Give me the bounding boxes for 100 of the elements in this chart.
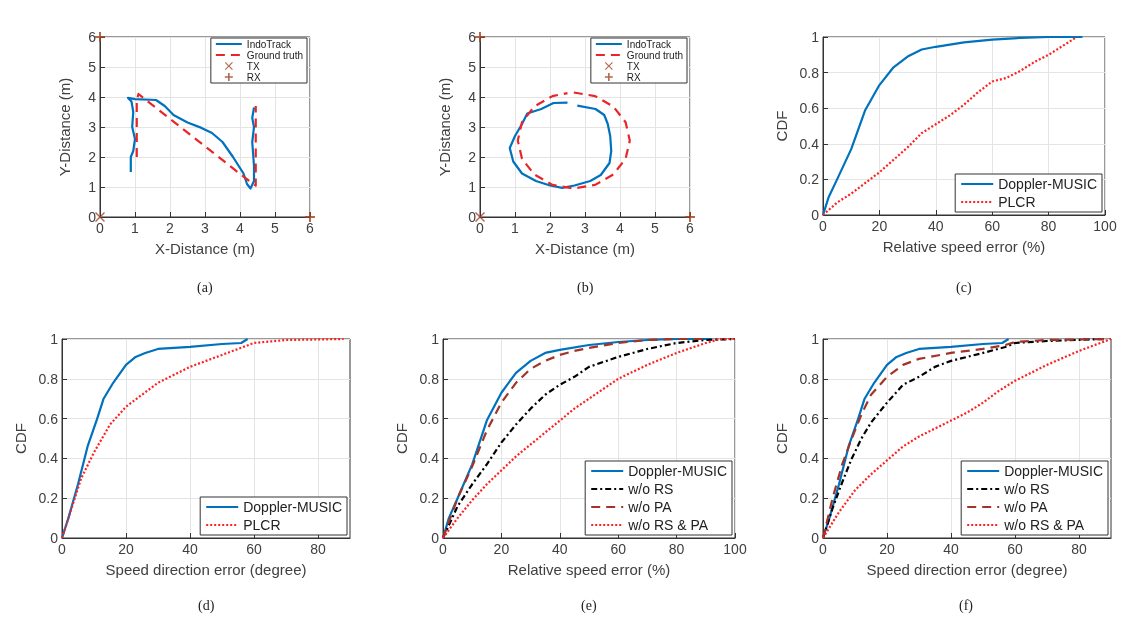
x-axis-title: X-Distance (m) — [154, 240, 256, 257]
x-tick-label: 4 — [236, 220, 245, 236]
x-tick-label: 5 — [271, 220, 280, 236]
text: (a) — [197, 279, 213, 296]
y-tick-label: 0.8 — [419, 370, 440, 387]
y-tick-label: 0 — [431, 530, 440, 546]
y-tick-label: 0.2 — [799, 490, 820, 507]
y-tick-label: 2 — [468, 149, 477, 165]
text: (f) — [959, 597, 974, 614]
x-tick-label: 60 — [246, 541, 262, 557]
x-axis-title: X-Distance (m) — [534, 240, 636, 257]
y-tick-label: 0.4 — [38, 450, 59, 467]
y-tick-label: 0.2 — [419, 490, 440, 507]
legend-label: IndoTrack — [626, 38, 672, 50]
legend-label: w/o RS & PA — [627, 517, 709, 533]
y-tick-label: 1 — [88, 179, 97, 195]
y-axis-title: CDF — [11, 423, 29, 454]
legend-label: IndoTrack — [246, 38, 292, 50]
x-tick-label: 1 — [511, 220, 520, 236]
x-tick-label: 2 — [166, 220, 175, 236]
y-axis-title: CDF — [772, 423, 790, 454]
legend-label: PLCR — [998, 194, 1036, 210]
x-tick-label: 80 — [1040, 218, 1057, 234]
x-tick-label: 100 — [1093, 218, 1117, 234]
legend-label: w/o RS — [1003, 481, 1050, 497]
legend-label: Doppler-MUSIC — [243, 499, 343, 515]
x-axis-title: Speed direction error (degree) — [866, 561, 1068, 578]
y-axis-title: CDF — [392, 423, 410, 454]
x-tick-label: 4 — [616, 220, 625, 236]
y-tick-label: 1 — [811, 331, 820, 347]
y-tick-label: 0.6 — [38, 410, 59, 427]
y-tick-label: 0.2 — [38, 490, 59, 507]
x-tick-label: 5 — [651, 220, 660, 236]
y-tick-label: 1 — [431, 331, 440, 347]
legend-label: Doppler-MUSIC — [628, 463, 728, 479]
legend-label: w/o PA — [1003, 499, 1049, 515]
x-tick-label: 20 — [118, 541, 134, 557]
y-tick-label: 4 — [468, 89, 477, 105]
y-tick-label: 0.8 — [799, 370, 820, 387]
y-tick-label: 5 — [88, 59, 97, 75]
x-tick-label: 2 — [546, 220, 555, 236]
legend-label: PLCR — [243, 517, 281, 533]
legend-label: Doppler-MUSIC — [1004, 463, 1104, 479]
x-tick-label: 60 — [610, 541, 627, 557]
x-tick-label: 3 — [581, 220, 590, 236]
y-tick-label: 3 — [468, 119, 477, 135]
x-tick-label: 80 — [668, 541, 685, 557]
x-tick-label: 80 — [1071, 541, 1087, 557]
y-tick-label: 0.8 — [799, 64, 820, 81]
x-tick-label: 6 — [306, 220, 315, 236]
text: (c) — [956, 279, 972, 296]
text: (b) — [577, 279, 594, 296]
y-tick-label: 0.6 — [799, 410, 820, 427]
legend-label: RX — [626, 71, 642, 83]
text: (e) — [581, 597, 597, 614]
x-tick-label: 80 — [310, 541, 326, 557]
legend-label: w/o PA — [627, 499, 673, 515]
y-tick-label: 5 — [468, 59, 477, 75]
x-tick-label: 20 — [879, 541, 895, 557]
legend-label: TX — [626, 60, 640, 72]
y-tick-label: 0.6 — [419, 410, 440, 427]
y-axis-title: CDF — [772, 110, 790, 142]
x-axis-title: Speed direction error (degree) — [105, 561, 307, 578]
legend-label: Ground truth — [626, 49, 684, 61]
y-tick-label: 0.4 — [799, 135, 820, 152]
x-axis-title: Relative speed error (%) — [507, 561, 671, 578]
y-tick-label: 0.6 — [799, 100, 820, 117]
y-tick-label: 0 — [50, 530, 59, 546]
y-tick-label: 0.4 — [419, 450, 440, 467]
x-tick-label: 40 — [928, 218, 944, 234]
x-tick-label: 40 — [943, 541, 959, 557]
y-tick-label: 0.4 — [799, 450, 820, 467]
y-tick-label: 6 — [468, 29, 477, 45]
y-tick-label: 4 — [88, 89, 97, 105]
y-tick-label: 0 — [811, 530, 820, 546]
y-tick-label: 1 — [811, 29, 820, 45]
y-tick-label: 0 — [811, 207, 820, 223]
legend-label: TX — [246, 60, 260, 72]
x-tick-label: 20 — [871, 218, 888, 234]
x-tick-label: 100 — [723, 541, 747, 557]
line-series — [516, 91, 631, 190]
x-tick-label: 40 — [552, 541, 568, 557]
x-tick-label: 60 — [1007, 541, 1023, 557]
x-tick-label: 3 — [201, 220, 210, 236]
x-tick-label: 60 — [984, 218, 1001, 234]
y-tick-label: 0.8 — [38, 370, 59, 387]
legend-label: RX — [246, 71, 262, 83]
legend-label: Ground truth — [246, 49, 304, 61]
x-tick-label: 40 — [182, 541, 198, 557]
legend-label: w/o RS — [627, 481, 674, 497]
x-tick-label: 6 — [686, 220, 695, 236]
y-axis-title: Y-Distance (m) — [436, 77, 453, 177]
legend-label: w/o RS & PA — [1003, 517, 1085, 533]
legend-label: Doppler-MUSIC — [998, 176, 1098, 192]
x-axis-title: Relative speed error (%) — [882, 238, 1046, 255]
y-tick-label: 3 — [88, 119, 97, 135]
line-series — [508, 101, 613, 189]
x-tick-label: 20 — [493, 541, 510, 557]
y-tick-label: 1 — [50, 331, 59, 347]
y-tick-label: 6 — [88, 29, 97, 45]
